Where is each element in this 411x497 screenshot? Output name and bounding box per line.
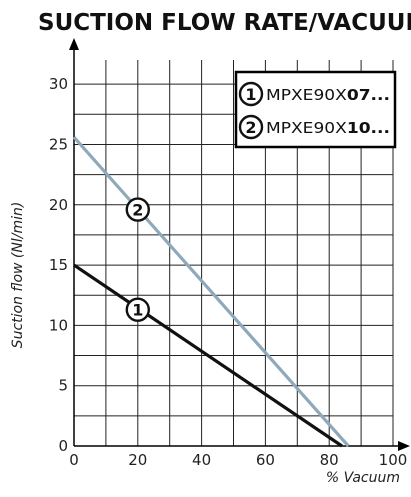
x-tick-label: 40 xyxy=(192,451,211,469)
y-axis-label: Suction flow (Nl/min) xyxy=(10,202,26,349)
legend-entry-2: MPXE90X 10... xyxy=(266,119,390,137)
legend-marker-label-1: 1 xyxy=(245,85,256,104)
x-tick-label: 20 xyxy=(128,451,147,469)
series-marker-label-1: 1 xyxy=(132,301,143,320)
x-tick-label: 0 xyxy=(69,451,79,469)
series-marker-circle-1 xyxy=(125,297,151,322)
series-marker-label-2: 2 xyxy=(132,201,143,220)
axes xyxy=(69,38,410,451)
legend: 1 MPXE90X 07... 2 MPXE90X 10... xyxy=(234,70,397,149)
legend-marker-label-2: 2 xyxy=(245,118,256,137)
y-tick-label: 30 xyxy=(49,75,68,93)
x-tick-label: 80 xyxy=(320,451,339,469)
y-tick-label: 15 xyxy=(49,256,68,274)
series-lines xyxy=(72,136,350,448)
legend-marker-circle-1 xyxy=(238,81,264,107)
series-marker-circle-2 xyxy=(125,197,151,222)
x-axis-arrow xyxy=(398,441,410,451)
legend-entry-1: MPXE90X 07... xyxy=(266,86,390,104)
y-tick-label: 25 xyxy=(49,135,68,153)
chart-title: SUCTION FLOW RATE/VACUUM xyxy=(38,10,411,36)
y-tick-label: 5 xyxy=(58,377,68,395)
series-line-1 xyxy=(73,263,343,448)
y-tick-label: 10 xyxy=(49,316,68,334)
tick-labels: 0 20 40 60 80 100 0 5 10 15 20 25 30 xyxy=(49,75,407,469)
x-tick-label: 60 xyxy=(256,451,275,469)
y-tick-label: 0 xyxy=(58,437,68,455)
x-axis-label: % Vacuum xyxy=(326,470,400,486)
legend-box xyxy=(234,70,397,149)
series-markers: 12 xyxy=(125,197,151,322)
y-axis-arrow xyxy=(69,38,79,50)
series-line-2 xyxy=(72,136,350,448)
y-tick-label: 20 xyxy=(49,196,68,214)
x-tick-label: 100 xyxy=(379,451,408,469)
legend-marker-circle-2 xyxy=(238,114,264,140)
